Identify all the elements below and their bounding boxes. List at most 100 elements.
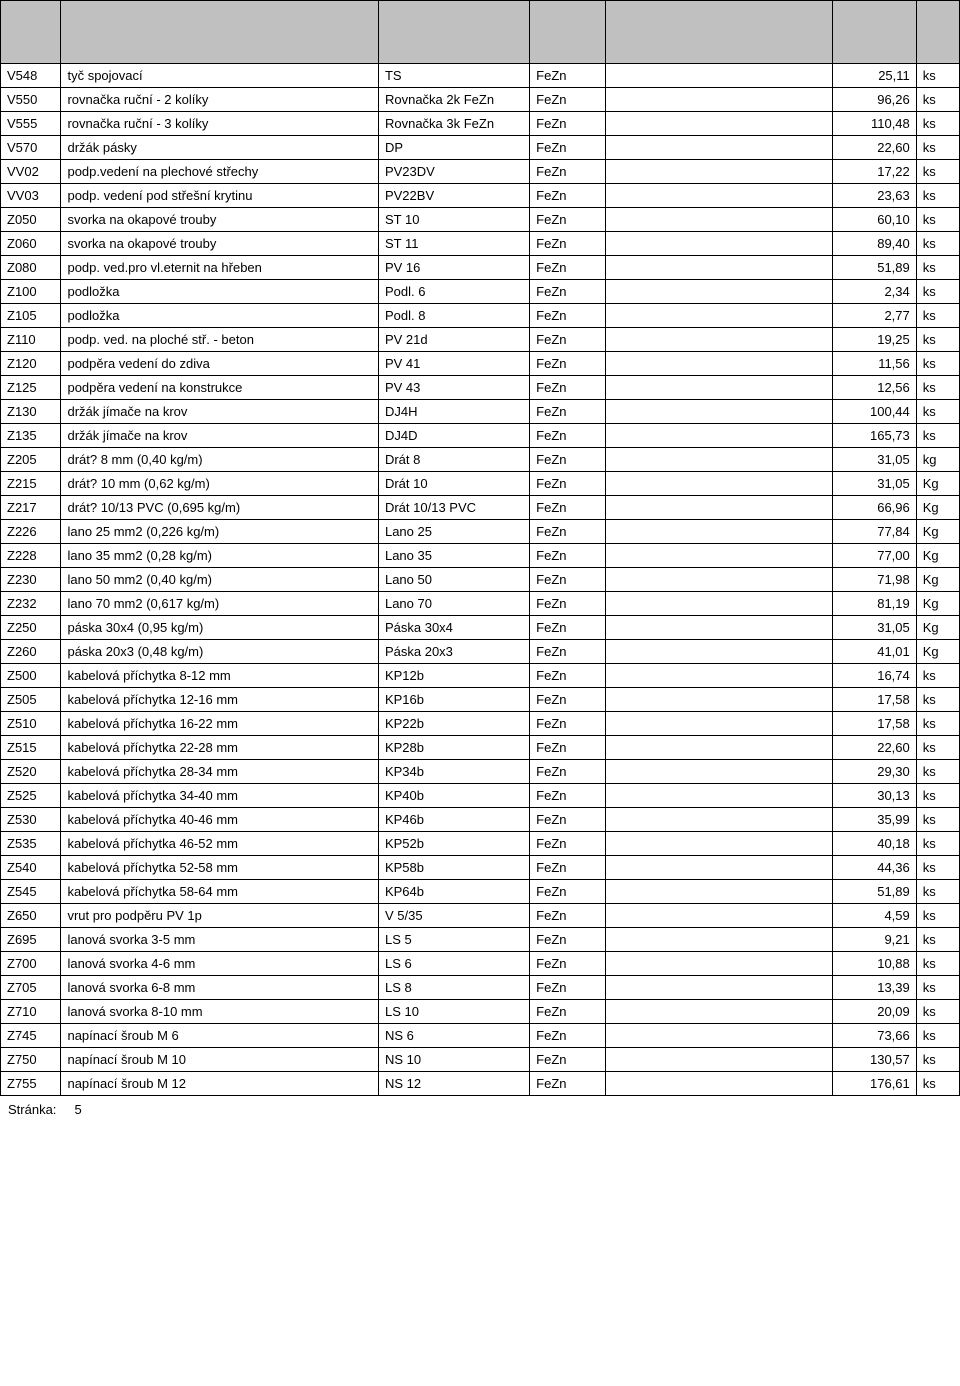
cell-short: Podl. 8 xyxy=(378,304,529,328)
cell-unit: ks xyxy=(916,808,959,832)
cell-short: KP28b xyxy=(378,736,529,760)
header-mat xyxy=(530,1,606,64)
table-row: Z080podp. ved.pro vl.eternit na hřebenPV… xyxy=(1,256,960,280)
table-row: Z230lano 50 mm2 (0,40 kg/m)Lano 50FeZn71… xyxy=(1,568,960,592)
cell-desc: lanová svorka 4-6 mm xyxy=(61,952,379,976)
cell-short: KP52b xyxy=(378,832,529,856)
table-row: Z515kabelová příchytka 22-28 mmKP28bFeZn… xyxy=(1,736,960,760)
cell-unit: ks xyxy=(916,904,959,928)
cell-blank xyxy=(605,952,832,976)
cell-unit: Kg xyxy=(916,640,959,664)
cell-price: 30,13 xyxy=(832,784,916,808)
cell-unit: ks xyxy=(916,688,959,712)
cell-price: 60,10 xyxy=(832,208,916,232)
cell-mat: FeZn xyxy=(530,616,606,640)
header-price xyxy=(832,1,916,64)
cell-code: V550 xyxy=(1,88,61,112)
cell-unit: ks xyxy=(916,184,959,208)
cell-short: Lano 50 xyxy=(378,568,529,592)
cell-mat: FeZn xyxy=(530,112,606,136)
cell-price: 22,60 xyxy=(832,136,916,160)
cell-blank xyxy=(605,496,832,520)
cell-desc: kabelová příchytka 28-34 mm xyxy=(61,760,379,784)
table-row: Z060svorka na okapové troubyST 11FeZn89,… xyxy=(1,232,960,256)
cell-unit: kg xyxy=(916,448,959,472)
cell-blank xyxy=(605,184,832,208)
cell-code: Z228 xyxy=(1,544,61,568)
cell-blank xyxy=(605,472,832,496)
table-row: Z545kabelová příchytka 58-64 mmKP64bFeZn… xyxy=(1,880,960,904)
cell-blank xyxy=(605,88,832,112)
table-row: VV03podp. vedení pod střešní krytinuPV22… xyxy=(1,184,960,208)
header-short xyxy=(378,1,529,64)
cell-code: Z260 xyxy=(1,640,61,664)
table-row: Z520kabelová příchytka 28-34 mmKP34bFeZn… xyxy=(1,760,960,784)
table-row: Z700lanová svorka 4-6 mmLS 6FeZn10,88ks xyxy=(1,952,960,976)
cell-price: 20,09 xyxy=(832,1000,916,1024)
cell-blank xyxy=(605,808,832,832)
cell-desc: kabelová příchytka 16-22 mm xyxy=(61,712,379,736)
cell-price: 77,84 xyxy=(832,520,916,544)
cell-code: Z520 xyxy=(1,760,61,784)
cell-code: Z230 xyxy=(1,568,61,592)
cell-desc: páska 20x3 (0,48 kg/m) xyxy=(61,640,379,664)
cell-mat: FeZn xyxy=(530,472,606,496)
cell-mat: FeZn xyxy=(530,664,606,688)
table-row: Z755napínací šroub M 12NS 12FeZn176,61ks xyxy=(1,1072,960,1096)
cell-short: KP64b xyxy=(378,880,529,904)
cell-desc: podp. ved.pro vl.eternit na hřeben xyxy=(61,256,379,280)
cell-unit: ks xyxy=(916,160,959,184)
cell-blank xyxy=(605,736,832,760)
cell-price: 4,59 xyxy=(832,904,916,928)
cell-desc: podpěra vedení na konstrukce xyxy=(61,376,379,400)
cell-mat: FeZn xyxy=(530,1024,606,1048)
cell-desc: podp. vedení pod střešní krytinu xyxy=(61,184,379,208)
cell-unit: ks xyxy=(916,280,959,304)
cell-mat: FeZn xyxy=(530,88,606,112)
cell-short: LS 5 xyxy=(378,928,529,952)
cell-desc: lano 50 mm2 (0,40 kg/m) xyxy=(61,568,379,592)
cell-short: Podl. 6 xyxy=(378,280,529,304)
cell-mat: FeZn xyxy=(530,1048,606,1072)
cell-code: Z510 xyxy=(1,712,61,736)
cell-code: Z060 xyxy=(1,232,61,256)
cell-code: Z215 xyxy=(1,472,61,496)
cell-blank xyxy=(605,256,832,280)
table-row: Z505kabelová příchytka 12-16 mmKP16bFeZn… xyxy=(1,688,960,712)
cell-blank xyxy=(605,1024,832,1048)
cell-mat: FeZn xyxy=(530,136,606,160)
cell-unit: ks xyxy=(916,88,959,112)
cell-blank xyxy=(605,928,832,952)
cell-blank xyxy=(605,352,832,376)
cell-unit: ks xyxy=(916,1072,959,1096)
table-row: Z540kabelová příchytka 52-58 mmKP58bFeZn… xyxy=(1,856,960,880)
cell-unit: ks xyxy=(916,712,959,736)
cell-code: Z125 xyxy=(1,376,61,400)
cell-desc: podpěra vedení do zdiva xyxy=(61,352,379,376)
cell-mat: FeZn xyxy=(530,448,606,472)
cell-price: 17,58 xyxy=(832,712,916,736)
cell-unit: ks xyxy=(916,832,959,856)
cell-blank xyxy=(605,712,832,736)
cell-blank xyxy=(605,664,832,688)
cell-short: KP34b xyxy=(378,760,529,784)
cell-mat: FeZn xyxy=(530,160,606,184)
cell-mat: FeZn xyxy=(530,784,606,808)
table-row: Z710lanová svorka 8-10 mmLS 10FeZn20,09k… xyxy=(1,1000,960,1024)
cell-mat: FeZn xyxy=(530,304,606,328)
cell-short: DJ4H xyxy=(378,400,529,424)
cell-price: 22,60 xyxy=(832,736,916,760)
cell-price: 31,05 xyxy=(832,472,916,496)
cell-price: 100,44 xyxy=(832,400,916,424)
cell-blank xyxy=(605,568,832,592)
cell-desc: vrut pro podpěru PV 1p xyxy=(61,904,379,928)
cell-desc: podložka xyxy=(61,304,379,328)
cell-code: Z745 xyxy=(1,1024,61,1048)
cell-code: Z530 xyxy=(1,808,61,832)
footer-page-number: 5 xyxy=(74,1102,81,1117)
cell-desc: páska 30x4 (0,95 kg/m) xyxy=(61,616,379,640)
cell-mat: FeZn xyxy=(530,232,606,256)
header-unit xyxy=(916,1,959,64)
cell-unit: ks xyxy=(916,64,959,88)
cell-desc: lano 25 mm2 (0,226 kg/m) xyxy=(61,520,379,544)
